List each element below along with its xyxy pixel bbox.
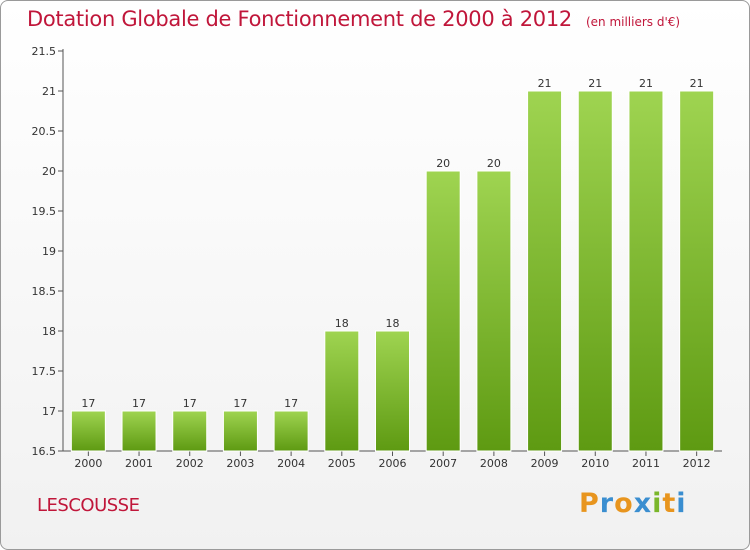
bar-value-label: 21 (639, 77, 653, 90)
x-tick-label: 2008 (480, 457, 508, 470)
y-tick-label: 21 (42, 85, 56, 98)
bar-value-label: 21 (588, 77, 602, 90)
y-tick-label: 17.5 (32, 365, 57, 378)
logo-letter: i (676, 488, 687, 519)
bar-value-label: 21 (690, 77, 704, 90)
bar-2002 (172, 410, 208, 452)
bar-value-label: 21 (538, 77, 552, 90)
bar-value-label: 18 (335, 317, 349, 330)
chart-labels: 2000 17 2001 17 2002 17 2003 17 2004 17 2005 18 2006… (74, 77, 710, 470)
bar-2011 (628, 90, 664, 452)
bar-value-label: 17 (233, 397, 247, 410)
x-tick-label: 2005 (328, 457, 356, 470)
y-tick-label: 21.5 (32, 45, 57, 58)
bar-value-label: 20 (487, 157, 501, 170)
bar-2004 (273, 410, 309, 452)
x-tick-label: 2006 (379, 457, 407, 470)
logo-letter: t (662, 488, 677, 519)
logo-letter: x (633, 488, 653, 519)
y-tick-label: 19.5 (32, 205, 57, 218)
logo-letter: P (579, 488, 600, 519)
x-tick-label: 2001 (125, 457, 153, 470)
x-tick-label: 2000 (74, 457, 102, 470)
bar-2008 (476, 170, 512, 452)
x-tick-label: 2012 (683, 457, 711, 470)
x-tick-label: 2002 (176, 457, 204, 470)
x-tick-label: 2009 (531, 457, 559, 470)
logo-letter: i (652, 488, 663, 519)
y-tick-label: 16.5 (32, 445, 57, 458)
proxiti-logo: Proxiti (579, 488, 687, 519)
bar-2000 (70, 410, 106, 452)
x-tick-label: 2011 (632, 457, 660, 470)
bar-2003 (222, 410, 258, 452)
x-tick-label: 2010 (581, 457, 609, 470)
bar-2005 (324, 330, 360, 452)
y-tick-label: 20 (42, 165, 56, 178)
bar-2006 (375, 330, 410, 452)
bar-2001 (121, 410, 157, 452)
logo-letter: r (599, 488, 615, 519)
bar-value-label: 17 (132, 397, 146, 410)
chart-bars (70, 90, 715, 452)
bar-value-label: 17 (284, 397, 298, 410)
y-tick-label: 20.5 (32, 125, 57, 138)
logo-letter: o (614, 488, 634, 519)
y-tick-label: 18 (42, 325, 56, 338)
chart-title: Dotation Globale de Fonctionnement de 20… (27, 7, 680, 31)
chart-unit: (en milliers d'€) (585, 15, 681, 29)
x-tick-label: 2003 (226, 457, 254, 470)
commune-name: LESCOUSSE (37, 495, 140, 516)
chart-axes: 16.5 17 17.5 18 18.5 19 19.5 20 20.5 21 21.5 (32, 45, 722, 458)
bar-2012 (679, 90, 715, 452)
bar-2007 (425, 170, 461, 452)
y-tick-label: 17 (42, 405, 56, 418)
bar-value-label: 17 (183, 397, 197, 410)
bar-value-label: 17 (81, 397, 95, 410)
y-tick-label: 18.5 (32, 285, 57, 298)
bar-value-label: 18 (386, 317, 400, 330)
x-tick-label: 2004 (277, 457, 305, 470)
bar-2010 (577, 90, 613, 452)
y-tick-label: 19 (42, 245, 56, 258)
bar-2009 (527, 90, 563, 452)
chart-title-text: Dotation Globale de Fonctionnement de 20… (27, 7, 572, 31)
x-tick-label: 2007 (429, 457, 457, 470)
bar-value-label: 20 (436, 157, 450, 170)
